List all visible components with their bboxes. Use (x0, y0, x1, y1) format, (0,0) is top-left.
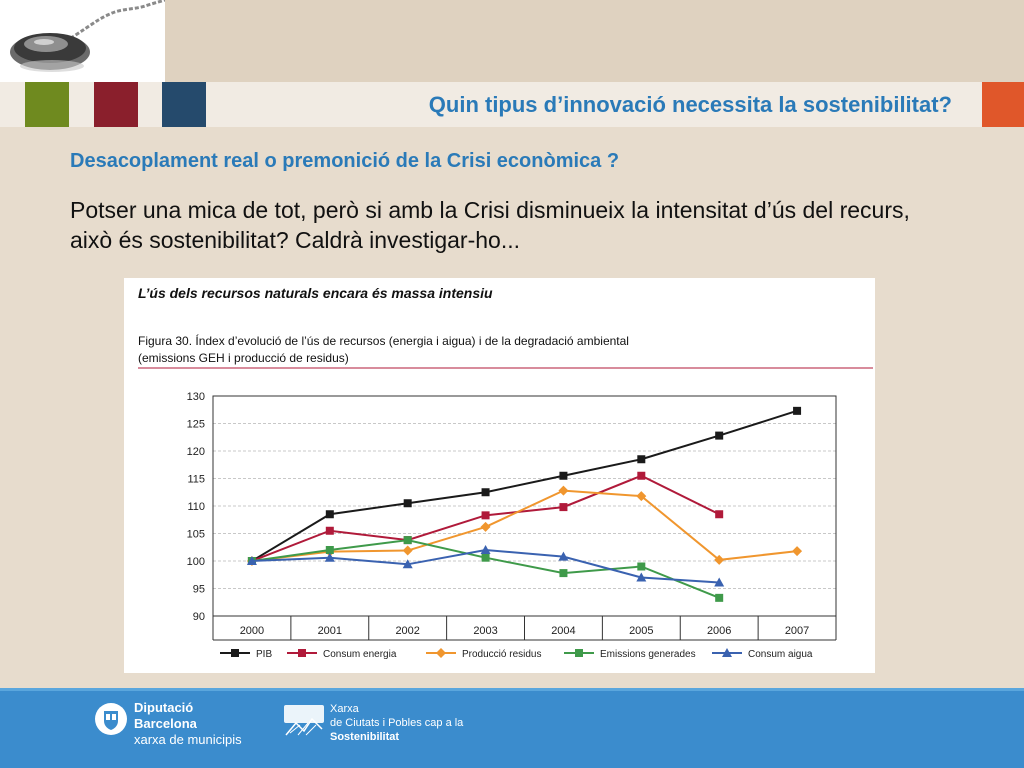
legend-label-producci-residus: Producció residus (462, 649, 541, 660)
data-point-consum-aigua (636, 572, 647, 582)
data-point-pib (481, 488, 490, 497)
data-point-producci-residus (558, 485, 569, 496)
x-tick-label: 2002 (395, 625, 419, 637)
data-point-pib (403, 499, 412, 508)
y-tick-label: 120 (187, 446, 205, 458)
org1-line1: Diputació (134, 700, 194, 715)
caption-prefix: Figura 30. (138, 334, 192, 348)
header-band (0, 0, 1024, 82)
data-point-consum-aigua (324, 552, 335, 562)
y-tick-label: 95 (193, 584, 205, 596)
data-point-consum-energia (637, 471, 646, 480)
data-point-pib (325, 510, 334, 519)
data-point-consum-aigua (714, 577, 725, 587)
org2-line1: Xarxa (330, 703, 359, 715)
chart-caption-line1: Figura 30. Índex d’evolució de l’ús de r… (138, 333, 629, 348)
chart-heading: L’ús dels recursos naturals encara és ma… (138, 285, 493, 301)
x-tick-label: 2000 (240, 625, 264, 637)
x-tick-label: 2001 (318, 625, 342, 637)
decorative-image (0, 0, 165, 82)
data-point-emissions-generades (481, 553, 490, 562)
org2-line3: Sostenibilitat (330, 731, 400, 743)
caption-text: Índex d’evolució de l’ús de recursos (en… (192, 333, 629, 348)
legend-label-consum-aigua: Consum aigua (748, 649, 813, 660)
data-point-emissions-generades (325, 546, 334, 554)
series-line-producci-residus (251, 489, 798, 562)
chart-legend: PIB Consum energia Producció residus Emissi… (220, 648, 813, 660)
x-tick-label: 2007 (785, 625, 809, 637)
slide-title: Quin tipus d’innovació necessita la sost… (428, 92, 952, 117)
data-point-consum-energia (559, 503, 568, 512)
chart-caption-line2: (emissions GEH i producció de residus) (138, 351, 349, 365)
data-point-pib (559, 471, 568, 480)
legend-marker-consum-aigua (722, 648, 732, 657)
y-tick-label: 115 (187, 474, 205, 486)
data-point-consum-aigua (246, 556, 257, 565)
data-point-consum-energia (715, 510, 724, 519)
data-point-producci-residus (402, 545, 413, 556)
footer (0, 688, 1024, 768)
data-point-emissions-generades (715, 593, 724, 602)
diputacio-emblem-icon (95, 703, 127, 735)
accent-square-red (94, 82, 138, 127)
data-point-consum-energia (325, 526, 334, 535)
org1-line3: xarxa de municipis (134, 732, 242, 747)
data-point-consum-aigua (480, 545, 491, 554)
y-tick-label: 100 (187, 556, 205, 568)
data-point-producci-residus (792, 546, 803, 557)
slide-subtitle: Desacoplament real o premonició de la Cr… (70, 150, 620, 172)
accent-square-orange (982, 82, 1024, 127)
legend-marker-pib (231, 649, 239, 657)
org1-line2: Barcelona (134, 716, 197, 731)
accent-square-blue (162, 82, 206, 127)
line-chart: L’ús dels recursos naturals encara és ma… (138, 285, 873, 660)
plot-area: 90 95 100 105 110 115 120 125 130 2000 2001 2002 200… (187, 391, 837, 641)
y-tick-label: 90 (193, 611, 205, 623)
data-point-producci-residus (636, 491, 647, 502)
footer-stripe (0, 688, 1024, 691)
data-point-emissions-generades (559, 569, 568, 578)
legend-label-consum-energia: Consum energia (323, 649, 397, 660)
data-point-producci-residus (480, 521, 491, 532)
data-point-emissions-generades (403, 536, 412, 545)
stopper-chain-icon (10, 0, 165, 72)
x-tick-label: 2006 (707, 625, 731, 637)
x-tick-label: 2003 (473, 625, 497, 637)
y-tick-label: 110 (187, 501, 205, 513)
data-point-consum-energia (481, 511, 490, 520)
xarxa-network-icon (284, 705, 324, 736)
legend-label-emissions-generades: Emissions generades (600, 649, 696, 660)
accent-square-green (25, 82, 69, 127)
data-point-pib (793, 406, 802, 415)
data-point-pib (715, 431, 724, 440)
data-point-pib (637, 455, 646, 464)
legend-marker-emissions-generades (575, 649, 583, 657)
data-point-consum-aigua (402, 559, 413, 569)
y-tick-label: 125 (187, 419, 205, 431)
x-tick-label: 2005 (629, 625, 653, 637)
org2-line2: de Ciutats i Pobles cap a la (330, 717, 464, 729)
y-tick-label: 105 (187, 529, 205, 541)
chart-card: L’ús dels recursos naturals encara és ma… (124, 278, 875, 673)
body-text: Potser una mica de tot, però si amb la C… (70, 197, 910, 253)
series-line-pib (251, 409, 798, 562)
legend-marker-consum-energia (298, 649, 306, 657)
y-tick-label: 130 (187, 391, 205, 403)
data-point-consum-aigua (558, 551, 569, 561)
legend-marker-producci-residus (436, 648, 446, 658)
legend-label-pib: PIB (256, 649, 272, 660)
data-point-emissions-generades (637, 562, 646, 571)
x-tick-label: 2004 (551, 625, 575, 637)
data-point-producci-residus (714, 554, 725, 565)
